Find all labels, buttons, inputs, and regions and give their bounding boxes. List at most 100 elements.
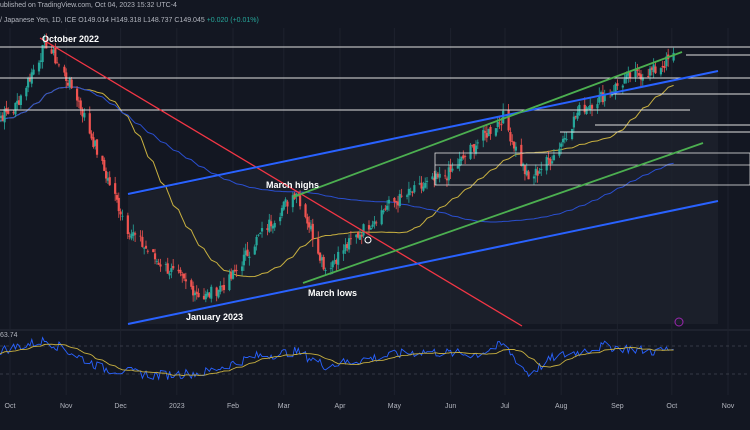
candle-body xyxy=(128,235,131,237)
candle-body xyxy=(347,238,351,250)
candle-body xyxy=(83,113,86,118)
candle-body xyxy=(424,182,427,188)
candle-body xyxy=(246,249,249,257)
candle-body xyxy=(552,155,556,161)
x-tick-label: Nov xyxy=(60,403,73,410)
candle-body xyxy=(43,40,46,43)
candle-body xyxy=(462,155,465,159)
candle-body xyxy=(331,261,334,268)
candle-body xyxy=(219,285,222,292)
candle-body xyxy=(66,82,70,86)
candle-body xyxy=(502,110,505,124)
candle-body xyxy=(322,256,325,270)
candle-body xyxy=(482,130,485,141)
candle-body xyxy=(121,215,124,217)
candle-body xyxy=(7,110,10,114)
candle-body xyxy=(146,250,149,252)
x-tick-label: Jul xyxy=(501,403,510,410)
candle-body xyxy=(17,100,21,105)
candle-body xyxy=(304,204,307,217)
sma-long-line xyxy=(0,86,674,223)
candle-body xyxy=(192,285,195,296)
candle-body xyxy=(184,279,187,282)
candle-body xyxy=(255,236,258,246)
candle-body xyxy=(433,178,436,181)
symbol-name: / Japanese Yen, 1D, ICE xyxy=(0,17,77,24)
candle-body xyxy=(386,205,389,210)
candle-body xyxy=(616,83,619,86)
candle-body xyxy=(413,185,416,193)
candle-body xyxy=(625,74,628,80)
candle-body xyxy=(27,78,30,88)
candle-body xyxy=(476,142,479,144)
candle-body xyxy=(507,109,510,131)
x-tick-label: Oct xyxy=(5,403,16,410)
candle-body xyxy=(79,100,82,110)
x-tick-label: Nov xyxy=(722,403,735,410)
candle-body xyxy=(614,83,617,94)
candle-body xyxy=(215,287,218,296)
candle-body xyxy=(598,94,601,103)
downtrend-line xyxy=(39,37,523,327)
candle-body xyxy=(94,140,97,146)
candle-body xyxy=(306,216,309,224)
candle-body xyxy=(204,294,207,300)
candle-body xyxy=(253,246,256,255)
candle-body xyxy=(177,269,180,272)
candle-body xyxy=(498,122,501,124)
candle-body xyxy=(242,254,245,266)
candle-body xyxy=(335,260,338,264)
candle-body xyxy=(648,68,652,76)
candle-body xyxy=(230,272,233,279)
candle-body xyxy=(585,107,588,115)
candle-body xyxy=(395,201,398,203)
candle-body xyxy=(342,250,345,254)
candle-body xyxy=(400,195,403,197)
candle-body xyxy=(101,155,104,161)
candle-body xyxy=(114,183,117,194)
candle-body xyxy=(65,72,68,81)
candle-body xyxy=(45,40,48,49)
candle-body xyxy=(358,234,362,240)
green-channel-lower xyxy=(302,142,704,284)
candle-body xyxy=(266,228,269,230)
chart-annotation: January 2023 xyxy=(186,312,243,322)
candle-body xyxy=(494,128,498,136)
candle-body xyxy=(367,225,371,230)
channel-shade xyxy=(128,70,718,324)
candle-body xyxy=(12,112,15,114)
candle-body xyxy=(170,268,173,273)
candle-body xyxy=(77,100,80,102)
x-tick-label: Mar xyxy=(278,403,291,410)
candle-body xyxy=(449,165,452,173)
candle-body xyxy=(280,207,284,216)
candle-body xyxy=(210,286,213,299)
candle-body xyxy=(284,199,287,203)
candle-body xyxy=(509,132,512,142)
candle-body xyxy=(463,156,467,157)
candle-body xyxy=(520,144,523,166)
candle-body xyxy=(436,173,439,178)
event-marker-icon xyxy=(674,317,684,327)
candle-body xyxy=(155,260,158,262)
candle-body xyxy=(603,94,606,102)
candle-body xyxy=(652,64,655,73)
candle-body xyxy=(14,102,17,115)
candle-body xyxy=(311,223,314,240)
candle-body xyxy=(90,133,93,139)
candle-body xyxy=(407,188,410,196)
chart-annotation: March lows xyxy=(308,288,357,298)
candle-body xyxy=(0,115,3,118)
candle-body xyxy=(233,269,236,272)
candle-body xyxy=(190,280,193,287)
candle-body xyxy=(308,222,311,228)
candle-body xyxy=(409,190,412,192)
candle-body xyxy=(444,175,447,177)
candle-body xyxy=(672,52,675,61)
candle-body xyxy=(54,47,57,64)
candle-body xyxy=(240,266,244,271)
candle-body xyxy=(445,178,449,181)
candle-body xyxy=(37,62,41,72)
candle-body xyxy=(172,266,175,269)
